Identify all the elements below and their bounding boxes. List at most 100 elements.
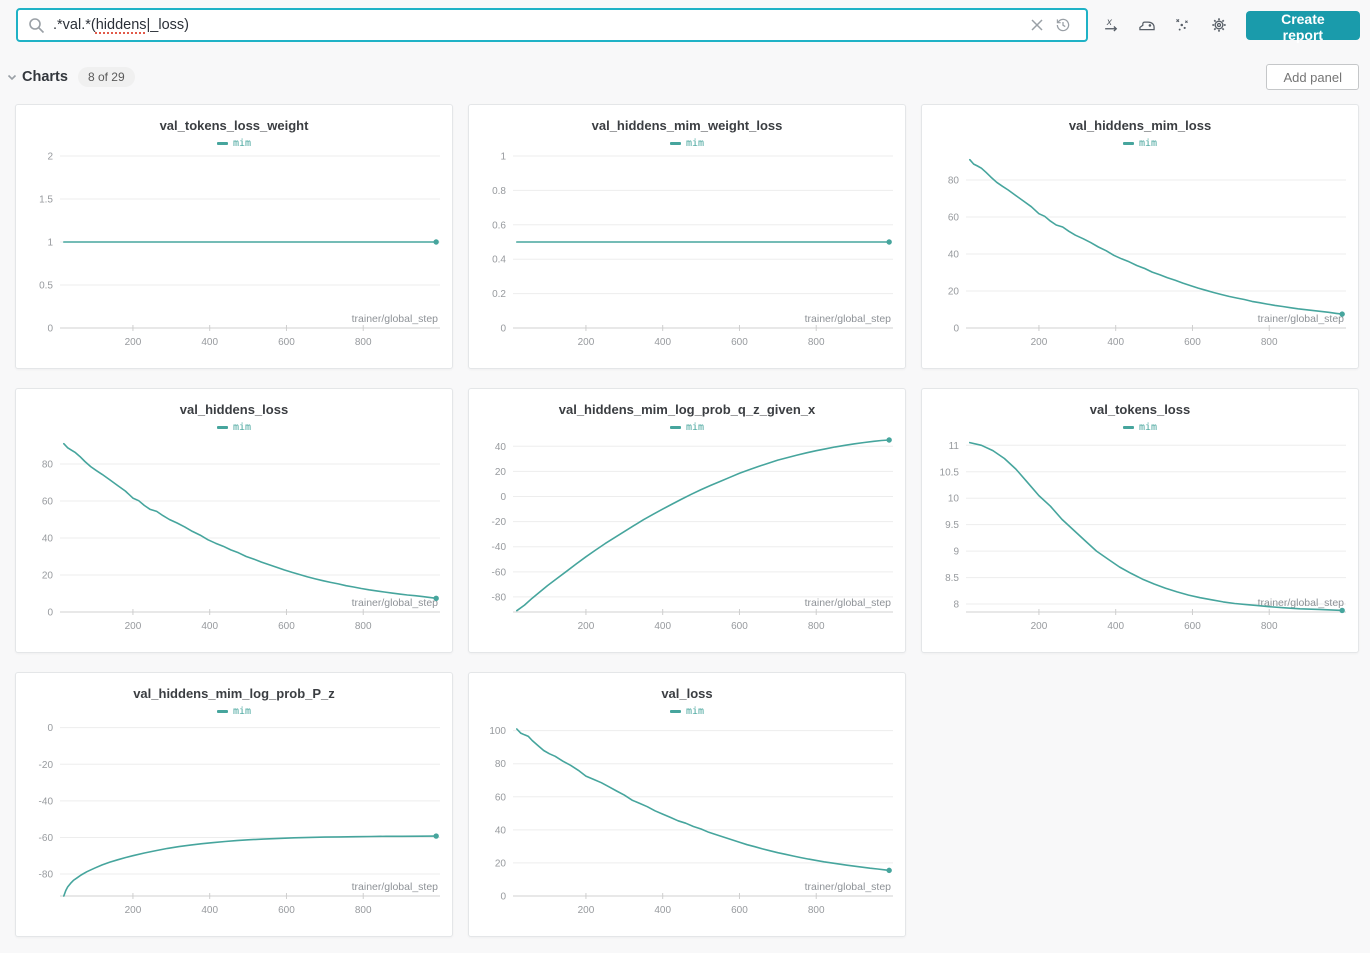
panel-legend: mim (922, 420, 1358, 434)
top-toolbar: .*val.*(hiddens|_loss) x (0, 0, 1370, 50)
legend-line-swatch (1122, 141, 1134, 145)
svg-text:200: 200 (578, 905, 595, 916)
svg-text:0.8: 0.8 (492, 186, 506, 197)
svg-text:9.5: 9.5 (945, 520, 959, 531)
add-panel-button[interactable]: Add panel (1266, 64, 1359, 90)
svg-text:20: 20 (495, 467, 507, 478)
line-chart-plot[interactable]: 0 20 40 60 80 100 200 400 600 800 trainer/global_s… (469, 720, 905, 930)
search-input[interactable]: .*val.*(hiddens|_loss) (16, 8, 1088, 42)
panel-legend: mim (469, 704, 905, 718)
svg-text:-60: -60 (39, 833, 54, 844)
legend-run-label: mim (685, 137, 705, 149)
svg-text:80: 80 (948, 176, 960, 187)
search-history-icon[interactable] (1050, 12, 1076, 38)
svg-text:0: 0 (500, 324, 506, 335)
svg-text:0: 0 (953, 324, 959, 335)
svg-text:trainer/global_step: trainer/global_step (352, 881, 439, 893)
svg-text:600: 600 (1184, 337, 1201, 348)
svg-text:0: 0 (47, 608, 53, 619)
svg-text:600: 600 (731, 337, 748, 348)
svg-text:trainer/global_step: trainer/global_step (805, 313, 892, 325)
search-query-misspelled: hiddens (95, 17, 147, 33)
line-chart-plot[interactable]: 0 20 40 60 80 200 400 600 800 trainer/global_step (16, 436, 452, 646)
panel-title: val_hiddens_mim_log_prob_q_z_given_x (558, 402, 816, 417)
section-title: Charts (22, 69, 68, 85)
search-icon (28, 17, 45, 34)
svg-text:400: 400 (654, 905, 671, 916)
svg-text:800: 800 (1261, 337, 1278, 348)
svg-text:800: 800 (355, 905, 372, 916)
svg-text:800: 800 (355, 621, 372, 632)
svg-text:200: 200 (125, 621, 142, 632)
panel-legend: mim (469, 136, 905, 150)
svg-text:800: 800 (808, 621, 825, 632)
svg-text:400: 400 (654, 621, 671, 632)
smoothing-icon[interactable] (1132, 10, 1162, 40)
chart-panel: val_hiddens_loss mim 0 20 40 60 80 200 400 600 8… (15, 388, 453, 653)
chart-panel: val_loss mim 0 20 40 60 80 100 200 400 600 800 tra… (468, 672, 906, 937)
panel-title: val_hiddens_loss (179, 402, 289, 417)
charts-grid: val_tokens_loss_weight mim 0 0.5 1 1.5 2 200 4… (0, 100, 1370, 937)
svg-text:trainer/global_step: trainer/global_step (805, 597, 892, 609)
svg-text:800: 800 (808, 905, 825, 916)
panel-title: val_loss (661, 686, 713, 701)
outliers-icon[interactable] (1168, 10, 1198, 40)
line-chart-plot[interactable]: -80 -60 -40 -20 0 20 40 200 400 600 800 trainer/glo… (469, 436, 905, 646)
legend-line-swatch (216, 709, 228, 713)
svg-text:1.5: 1.5 (39, 195, 53, 206)
x-axis-icon[interactable]: x (1096, 10, 1126, 40)
svg-text:200: 200 (125, 337, 142, 348)
svg-text:200: 200 (578, 621, 595, 632)
svg-text:600: 600 (731, 905, 748, 916)
svg-text:1: 1 (500, 152, 506, 163)
svg-text:400: 400 (201, 905, 218, 916)
chart-panel: val_hiddens_mim_log_prob_q_z_given_x mim… (468, 388, 906, 653)
create-report-button[interactable]: Create report (1245, 10, 1360, 43)
panel-settings-toolbar: x (1096, 10, 1234, 40)
svg-text:60: 60 (495, 792, 507, 803)
svg-text:400: 400 (1107, 337, 1124, 348)
line-chart-plot[interactable]: 0 0.2 0.4 0.6 0.8 1 200 400 600 800 trainer/global… (469, 152, 905, 362)
legend-line-swatch (1122, 425, 1134, 429)
svg-text:40: 40 (495, 825, 507, 836)
settings-gear-icon[interactable] (1204, 10, 1234, 40)
panel-title: val_tokens_loss_weight (159, 118, 309, 133)
legend-line-swatch (669, 141, 681, 145)
svg-text:200: 200 (1031, 337, 1048, 348)
svg-text:8: 8 (953, 600, 959, 611)
chart-panel: val_tokens_loss_weight mim 0 0.5 1 1.5 2 200 4… (15, 104, 453, 369)
svg-text:20: 20 (495, 858, 507, 869)
line-chart-plot[interactable]: 0 0.5 1 1.5 2 200 400 600 800 trainer/global_step (16, 152, 452, 362)
svg-text:800: 800 (1261, 621, 1278, 632)
svg-text:600: 600 (278, 337, 295, 348)
svg-text:100: 100 (489, 726, 506, 737)
clear-search-icon[interactable] (1024, 12, 1050, 38)
legend-line-swatch (669, 425, 681, 429)
legend-line-swatch (669, 709, 681, 713)
svg-text:0.4: 0.4 (492, 255, 506, 266)
chart-panel: val_tokens_loss mim 8 8.5 9 9.5 10 10.5 11 200 4… (921, 388, 1359, 653)
line-chart-plot[interactable]: 0 20 40 60 80 200 400 600 800 trainer/global_step (922, 152, 1358, 362)
panel-title: val_hiddens_mim_loss (1068, 118, 1212, 133)
collapse-chevron-icon[interactable] (6, 71, 18, 83)
svg-text:40: 40 (948, 250, 960, 261)
svg-text:2: 2 (47, 152, 53, 163)
svg-text:-20: -20 (39, 760, 54, 771)
svg-text:400: 400 (201, 621, 218, 632)
svg-text:600: 600 (731, 621, 748, 632)
svg-text:trainer/global_step: trainer/global_step (805, 881, 892, 893)
line-chart-plot[interactable]: 8 8.5 9 9.5 10 10.5 11 200 400 600 800 trainer/glob… (922, 436, 1358, 646)
svg-text:0: 0 (500, 892, 506, 903)
svg-text:trainer/global_step: trainer/global_step (1258, 597, 1345, 609)
line-chart-plot[interactable]: 0 -20 -40 -60 -80 200 400 600 800 trainer/global_… (16, 720, 452, 930)
svg-text:800: 800 (355, 337, 372, 348)
panel-title: val_hiddens_mim_log_prob_P_z (133, 686, 335, 701)
svg-text:600: 600 (278, 621, 295, 632)
svg-text:600: 600 (278, 905, 295, 916)
charts-section-header: Charts 8 of 29 Add panel (0, 50, 1370, 100)
chart-panel: val_hiddens_mim_loss mim 0 20 40 60 80 200 400… (921, 104, 1359, 369)
chart-panel: val_hiddens_mim_log_prob_P_z mim 0 -20 -40… (15, 672, 453, 937)
chart-panel: val_hiddens_mim_weight_loss mim 0 0.2 0.4 0… (468, 104, 906, 369)
svg-text:400: 400 (654, 337, 671, 348)
svg-text:0.6: 0.6 (492, 220, 506, 231)
